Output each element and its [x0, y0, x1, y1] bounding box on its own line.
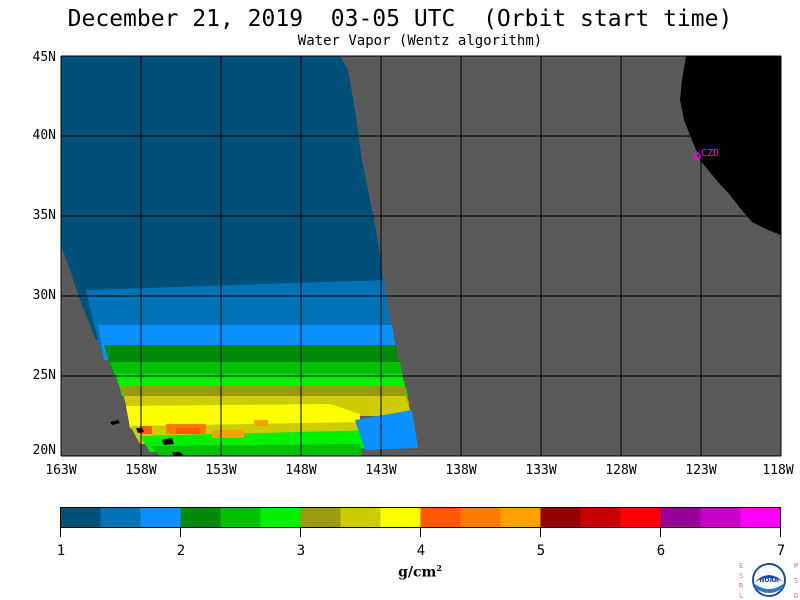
lon-label-133w: 133W: [525, 463, 557, 478]
lon-label-163w: 163W: [45, 463, 77, 478]
vapor-peak-2: [176, 428, 200, 434]
colorbar-swatch: [380, 507, 421, 528]
lon-label-148w: 148W: [285, 463, 317, 478]
colorbar-swatch: [300, 507, 341, 528]
noaa-text: NOAA: [759, 577, 779, 584]
colorbar-tick-5: 5: [536, 543, 546, 559]
swath-band-1: [61, 56, 392, 340]
lon-label-118w: 118W: [762, 463, 794, 478]
lon-label-138w: 138W: [445, 463, 477, 478]
lat-label-45n: 45N: [32, 50, 56, 65]
station-marker: [693, 152, 701, 160]
colorbar-swatch: [460, 507, 501, 528]
colorbar-swatch: [620, 507, 661, 528]
logo-letter: P: [794, 562, 798, 570]
lat-label-35n: 35N: [32, 208, 56, 223]
logo-letter: S: [794, 577, 798, 585]
colorbar-swatch: [700, 507, 741, 528]
lon-label-143w: 143W: [365, 463, 397, 478]
station-label: CZD: [701, 148, 719, 159]
units-superscript: 2: [436, 563, 442, 573]
logo-letter: R: [739, 582, 744, 590]
hawaii-islands: [110, 420, 184, 456]
colorbar-units: g/cm2: [390, 563, 450, 581]
vapor-peak-4: [140, 426, 152, 434]
logo-letter: D: [794, 592, 798, 600]
noaa-bird-icon: [755, 575, 783, 582]
land-mass: [680, 56, 781, 235]
lon-label-123w: 123W: [685, 463, 717, 478]
logo-letter: S: [739, 572, 743, 580]
colorbar-swatch: [740, 507, 781, 528]
colorbar-tick-7: 7: [776, 543, 786, 559]
vapor-peak-5: [254, 420, 268, 426]
logo-letter: E: [739, 562, 743, 570]
colorbar: [60, 507, 781, 537]
map-title: December 21, 2019 03-05 UTC (Orbit start…: [67, 6, 733, 32]
colorbar-swatch: [60, 507, 101, 528]
colorbar-swatch: [660, 507, 701, 528]
units-text: g/cm: [398, 564, 437, 581]
lat-label-30n: 30N: [32, 288, 56, 303]
vapor-peak-3: [212, 430, 244, 438]
colorbar-swatch: [220, 507, 261, 528]
map-subtitle: Water Vapor (Wentz algorithm): [297, 33, 543, 49]
swath-band-13: [150, 444, 362, 456]
lat-label-20n: 20N: [32, 443, 56, 458]
lat-lon-grid: [60, 55, 782, 457]
colorbar-swatch: [260, 507, 301, 528]
lat-label-40n: 40N: [32, 128, 56, 143]
noaa-wave-icon: [755, 584, 783, 593]
lon-label-158w: 158W: [125, 463, 157, 478]
lon-label-128w: 128W: [605, 463, 637, 478]
colorbar-swatch: [140, 507, 181, 528]
colorbar-tick-3: 3: [296, 543, 306, 559]
colorbar-outline: [60, 507, 781, 528]
colorbar-swatch: [100, 507, 141, 528]
colorbar-tick-1: 1: [56, 543, 66, 559]
colorbar-swatch: [420, 507, 461, 528]
colorbar-tick-4: 4: [416, 543, 426, 559]
logo-letter: L: [739, 592, 743, 600]
lon-label-153w: 153W: [205, 463, 237, 478]
colorbar-tick-2: 2: [176, 543, 186, 559]
colorbar-swatch: [540, 507, 581, 528]
colorbar-swatch: [340, 507, 381, 528]
swath-band-12: [355, 410, 418, 450]
colorbar-swatch: [500, 507, 541, 528]
colorbar-swatch: [580, 507, 621, 528]
colorbar-tick-6: 6: [656, 543, 666, 559]
lat-label-25n: 25N: [32, 368, 56, 383]
colorbar-swatch: [180, 507, 221, 528]
